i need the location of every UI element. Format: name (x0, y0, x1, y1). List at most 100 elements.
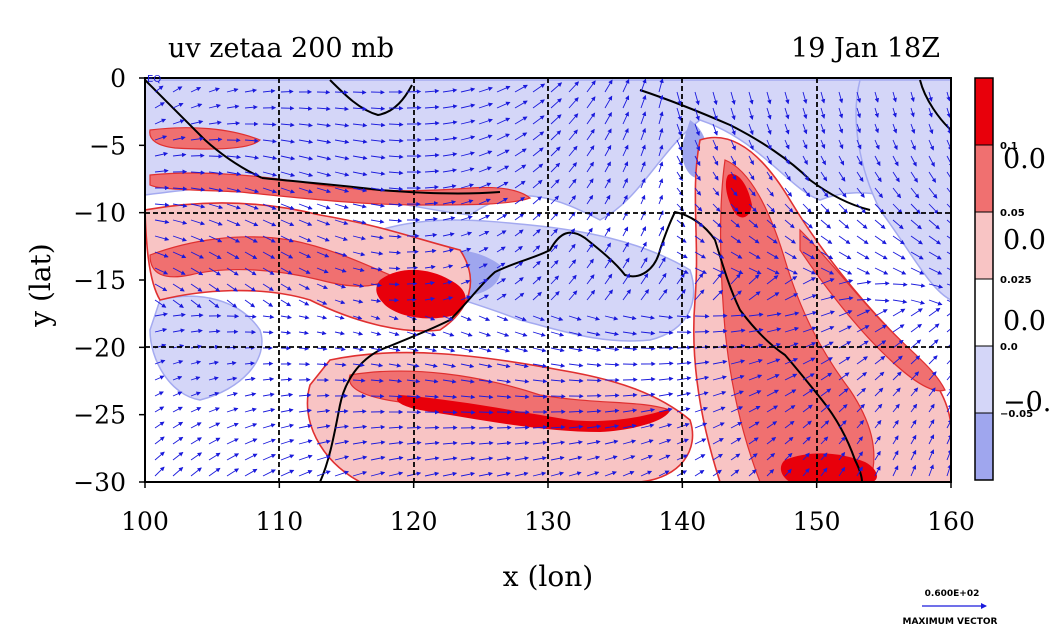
wind-vector (838, 123, 844, 134)
wind-vector (568, 259, 577, 269)
wind-vector (262, 314, 275, 320)
wind-vector (532, 471, 547, 477)
wind-vector (586, 161, 594, 173)
wind-vector (154, 85, 164, 93)
wind-vector (910, 267, 925, 275)
wind-vector (190, 119, 204, 125)
wind-vector (334, 378, 348, 383)
wind-vector (712, 171, 719, 181)
wind-vector (532, 363, 548, 368)
wind-vector (604, 424, 620, 429)
wind-vector (748, 107, 754, 121)
wind-vector (856, 187, 865, 198)
wind-vector (892, 203, 903, 214)
wind-vector (568, 440, 583, 445)
wind-vector (424, 363, 438, 368)
wind-vector (784, 203, 794, 213)
wind-vector (712, 123, 718, 136)
wind-vector (892, 324, 905, 333)
wind-vector (352, 362, 365, 368)
wind-vector (820, 278, 835, 285)
wind-vector (262, 138, 277, 144)
wind-vector (262, 438, 276, 445)
wind-vector (316, 346, 328, 351)
wind-vector (514, 261, 524, 269)
wind-vector (586, 243, 594, 253)
wind-vector (226, 407, 239, 413)
wind-vector (388, 186, 404, 192)
wind-vector (460, 247, 472, 253)
wind-vector (370, 282, 382, 288)
wind-vector (784, 468, 792, 477)
wind-vector (442, 315, 454, 321)
wind-vector (622, 408, 638, 413)
wind-vector (694, 289, 705, 301)
wind-vector (730, 171, 737, 181)
wind-vector (820, 467, 828, 477)
wind-vector (676, 139, 683, 152)
wind-vector (532, 179, 543, 189)
wind-vector (208, 329, 221, 334)
wind-vector (334, 139, 350, 144)
wind-vector (622, 455, 636, 461)
wind-vector (424, 315, 436, 321)
wind-vector (838, 325, 852, 333)
wind-vector (640, 257, 648, 269)
wind-vector (514, 471, 529, 477)
wind-vector (442, 104, 458, 109)
wind-vector (820, 187, 829, 198)
wind-vector (388, 425, 404, 430)
wind-vector (604, 95, 613, 109)
wind-vector (172, 328, 186, 333)
wind-vector (352, 347, 365, 352)
wind-vector (334, 424, 349, 429)
wind-vector (208, 219, 223, 226)
wind-vector (424, 88, 440, 94)
wind-vector (532, 99, 545, 109)
wind-vector (586, 274, 595, 285)
wind-vector (370, 266, 383, 272)
wind-vector (622, 226, 629, 237)
wind-vector (910, 355, 921, 365)
wind-vector (568, 331, 583, 337)
wind-vector (262, 469, 276, 477)
wind-vector (802, 468, 810, 477)
wind-vector (712, 235, 724, 244)
wind-vector (334, 235, 348, 241)
wind-vector (532, 147, 544, 157)
wind-vector (514, 84, 528, 93)
wind-vector (478, 456, 494, 461)
wind-vector (496, 85, 511, 93)
wind-vector (838, 251, 852, 260)
wind-vector (640, 144, 646, 157)
wind-vector (748, 312, 764, 317)
wind-vector (496, 331, 510, 337)
wind-vector (280, 139, 296, 144)
wind-vector (694, 454, 706, 461)
wind-vector (226, 376, 238, 381)
wind-vector (316, 408, 331, 414)
wind-vector (874, 387, 884, 397)
wind-vector (172, 436, 184, 445)
y-tick-label: 0 (110, 64, 126, 93)
wind-vector (640, 127, 647, 141)
wind-vector (280, 267, 293, 275)
wind-vector (460, 295, 472, 301)
wind-vector (658, 376, 674, 382)
wind-vector (190, 452, 203, 461)
wind-vector (226, 251, 240, 259)
wind-vector (424, 137, 440, 142)
wind-vector (874, 371, 885, 381)
wind-vector (550, 424, 566, 430)
wind-vector (658, 111, 664, 125)
wind-vector (208, 299, 220, 308)
wind-vector (226, 154, 242, 160)
wind-vector (622, 78, 630, 93)
wind-vector (208, 120, 222, 125)
wind-vector (604, 362, 620, 367)
wind-vector (298, 122, 313, 128)
wind-vector (514, 440, 530, 446)
wind-vector (388, 471, 404, 477)
wind-vector (730, 313, 746, 318)
wind-vector (766, 155, 772, 165)
